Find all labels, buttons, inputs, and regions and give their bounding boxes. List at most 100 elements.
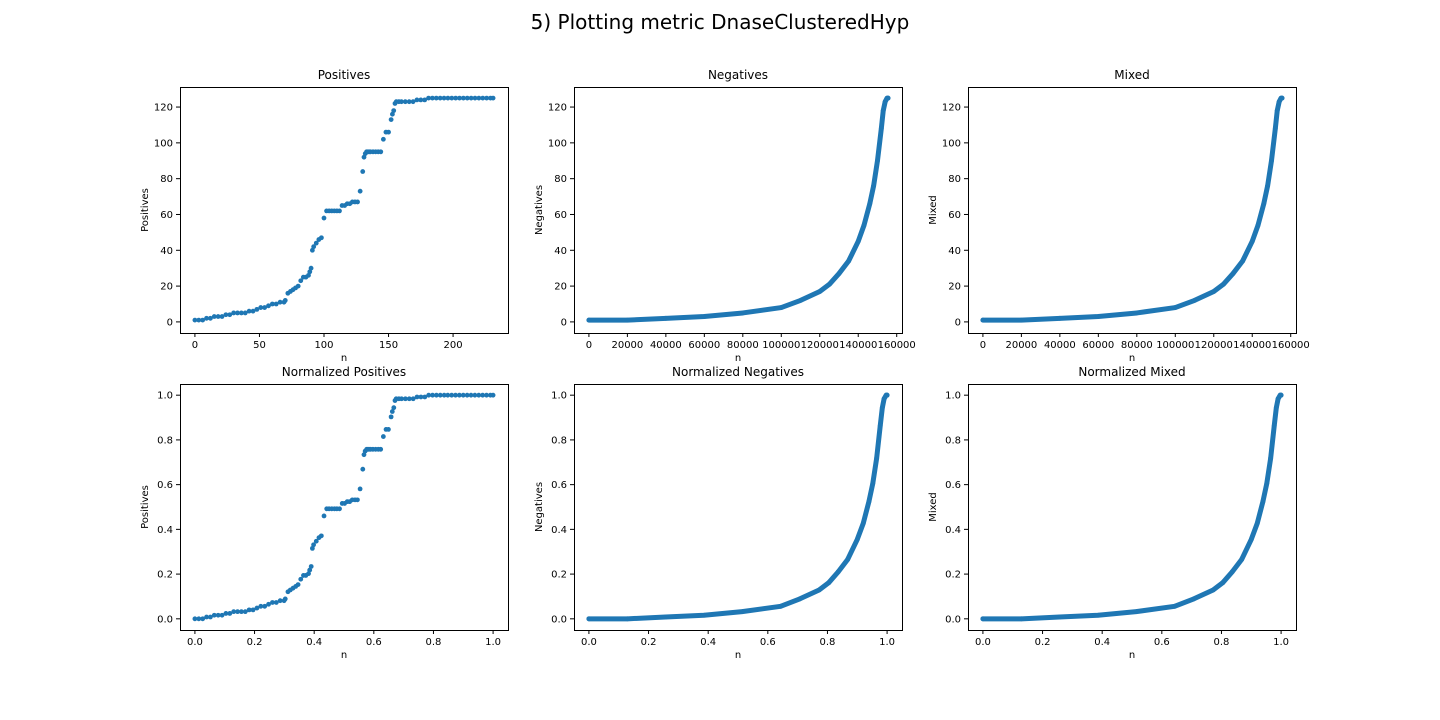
x-tick-label: 100000	[1156, 340, 1194, 351]
data-point	[441, 95, 447, 101]
y-tick-label: 80	[160, 174, 173, 185]
data-point	[231, 609, 237, 615]
data-points	[586, 392, 890, 622]
x-axis-label: n	[341, 353, 347, 364]
data-series-line	[980, 95, 1285, 323]
data-point	[277, 598, 283, 604]
x-tick-label: 50	[253, 340, 266, 351]
data-point	[355, 497, 360, 503]
data-point	[422, 394, 428, 400]
data-point	[461, 95, 466, 101]
data-point	[449, 95, 455, 101]
data-point	[337, 506, 342, 512]
x-tick-label: 0	[192, 340, 198, 351]
data-series-line	[586, 392, 890, 622]
x-tick-label: 0.4	[700, 637, 716, 648]
data-points	[980, 392, 1284, 622]
data-point	[457, 392, 462, 398]
x-tick-label: 0.6	[760, 637, 776, 648]
y-tick-label: 0	[167, 317, 173, 328]
data-point	[319, 235, 324, 241]
y-axis-label: Negatives	[534, 482, 545, 532]
data-point	[403, 396, 408, 402]
data-point	[464, 392, 470, 398]
y-tick-label: 100	[942, 138, 961, 149]
data-points	[980, 95, 1285, 323]
subplot-title: Mixed	[1114, 68, 1149, 82]
data-point	[242, 609, 248, 615]
data-point	[441, 392, 447, 398]
x-tick-label: 40000	[650, 340, 682, 351]
x-tick-label: 0	[980, 340, 986, 351]
data-series-line	[980, 392, 1284, 622]
data-point	[250, 308, 256, 314]
data-point	[464, 95, 470, 101]
x-tick-label: 0.8	[820, 637, 836, 648]
x-tick-label: 20000	[611, 340, 643, 351]
y-tick-label: 120	[154, 103, 173, 114]
data-point	[313, 240, 319, 246]
x-tick-label: 0.8	[1214, 637, 1230, 648]
data-point	[386, 427, 391, 432]
data-point	[426, 95, 431, 101]
x-tick-label: 0.6	[366, 637, 382, 648]
x-tick-label: 1.0	[485, 637, 501, 648]
data-point	[192, 317, 198, 323]
data-point	[434, 392, 439, 398]
data-point	[196, 317, 202, 323]
data-point	[480, 392, 486, 398]
subplot-title: Normalized Negatives	[672, 365, 804, 379]
data-point	[357, 486, 363, 492]
axes-frame	[574, 384, 903, 631]
subplot-normalized-mixed: Normalized Mixed 0.0 0.2 0.4 0.6 0.8 1.0 0.0 0.2…	[928, 365, 1297, 661]
y-tick-label: 0.4	[551, 525, 567, 536]
x-axis-label: n	[1129, 650, 1135, 661]
data-point	[449, 392, 455, 398]
y-tick-label: 0.8	[551, 435, 567, 446]
data-point	[295, 283, 301, 289]
y-tick-label: 0.6	[945, 480, 961, 491]
x-tick-label: 150	[379, 340, 398, 351]
x-tick-label: 40000	[1044, 340, 1076, 351]
data-point	[472, 392, 478, 398]
data-point	[418, 394, 424, 400]
data-point	[484, 95, 490, 101]
y-tick-label: 40	[554, 246, 567, 257]
y-tick-label: 0.2	[157, 570, 173, 581]
axes-frame	[180, 384, 509, 631]
data-point	[258, 603, 264, 609]
data-point	[273, 301, 279, 307]
y-tick-label: 0.2	[945, 570, 961, 581]
data-series-line	[586, 95, 891, 323]
x-tick-label: 80000	[1121, 340, 1153, 351]
axes-frame	[574, 87, 903, 334]
y-tick-label: 60	[948, 210, 961, 221]
axes-frame	[180, 87, 509, 334]
data-point	[208, 315, 213, 321]
data-point	[219, 612, 225, 618]
x-tick-label: 200	[444, 340, 463, 351]
data-point	[254, 306, 260, 312]
data-point	[484, 392, 489, 398]
data-point	[414, 97, 420, 103]
x-tick-label: 120000	[801, 340, 839, 351]
y-tick-label: 80	[948, 174, 961, 185]
subplot-title: Positives	[318, 68, 371, 82]
y-tick-label: 60	[160, 210, 173, 221]
y-tick-label: 1.0	[551, 391, 567, 402]
y-tick-label: 100	[548, 138, 567, 149]
x-tick-label: 160000	[1272, 340, 1310, 351]
y-axis-label: Mixed	[928, 492, 939, 522]
data-point	[410, 396, 416, 402]
x-tick-label: 0.0	[975, 637, 991, 648]
data-point	[200, 616, 206, 622]
data-point	[231, 310, 237, 316]
x-axis-label: n	[735, 353, 741, 364]
x-tick-label: 100000	[762, 340, 800, 351]
axes-frame	[968, 384, 1297, 631]
data-point	[192, 616, 198, 622]
data-point	[476, 392, 482, 398]
data-point	[480, 95, 486, 101]
data-point	[235, 310, 240, 316]
